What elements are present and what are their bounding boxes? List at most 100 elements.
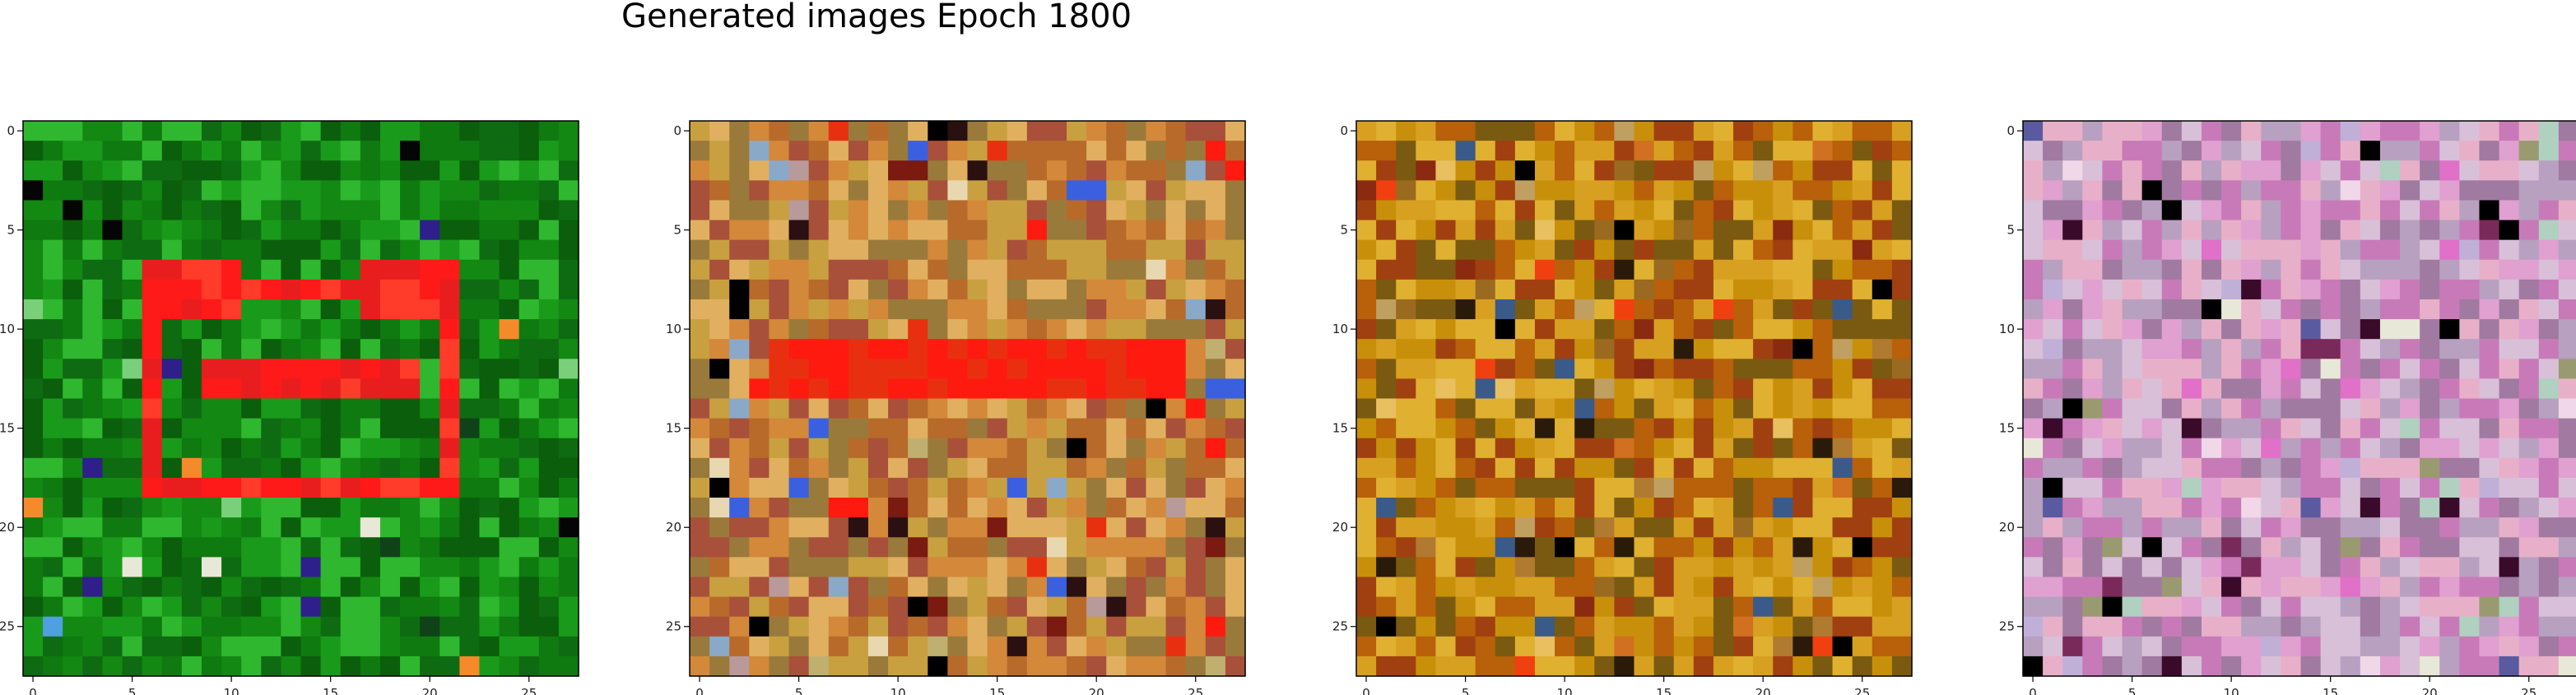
pixel-cell	[2400, 418, 2420, 439]
pixel-cell	[558, 438, 579, 459]
pixel-cell	[709, 339, 730, 359]
pixel-cell	[102, 239, 123, 261]
pixel-cell	[1086, 378, 1107, 400]
pixel-cell	[2281, 418, 2302, 439]
pixel-cell	[1435, 339, 1457, 359]
pixel-cell	[1396, 636, 1416, 657]
pixel-cell	[2439, 259, 2460, 280]
pixel-cell	[142, 596, 163, 618]
pixel-cell	[1514, 339, 1536, 359]
pixel-cell	[300, 656, 322, 677]
pixel-cell	[1376, 457, 1397, 479]
pixel-cell	[1046, 656, 1067, 677]
pixel-cell	[2181, 279, 2202, 300]
pixel-cell	[749, 220, 770, 241]
pixel-cell	[2102, 319, 2123, 340]
pixel-cell	[122, 517, 143, 538]
pixel-cell	[1495, 418, 1516, 439]
pixel-cell	[2102, 517, 2123, 538]
pixel-cell	[1891, 616, 1913, 637]
pixel-cell	[2538, 141, 2560, 161]
pixel-cell	[102, 378, 123, 400]
pixel-cell	[1673, 477, 1695, 498]
pixel-cell	[1852, 418, 1873, 439]
pixel-cell	[2181, 517, 2202, 538]
pixel-cell	[1574, 121, 1595, 141]
pixel-cell	[1832, 299, 1853, 320]
pixel-cell	[1693, 498, 1714, 518]
pixel-cell	[1693, 616, 1714, 637]
pixel-cell	[2300, 457, 2322, 479]
pixel-cell	[1713, 200, 1734, 221]
pixel-cell	[1832, 359, 1853, 379]
pixel-cell	[420, 636, 440, 657]
pixel-cell	[1832, 259, 1853, 280]
pixel-cell	[1185, 239, 1207, 261]
pixel-cell	[1594, 398, 1615, 419]
pixel-cell	[2300, 378, 2322, 400]
pixel-cell	[400, 596, 421, 618]
pixel-cell	[2400, 319, 2420, 340]
pixel-cell	[1793, 299, 1814, 320]
pixel-cell	[2122, 239, 2143, 261]
pixel-cell	[2360, 378, 2381, 400]
pixel-cell	[23, 616, 44, 637]
pixel-cell	[1185, 557, 1207, 578]
pixel-cell	[2538, 498, 2560, 518]
pixel-cell	[1416, 200, 1437, 221]
pixel-cell	[2379, 180, 2401, 202]
axes-frame	[2022, 120, 2576, 677]
pixel-cell	[2360, 577, 2381, 598]
pixel-cell	[320, 577, 342, 598]
pixel-cell	[709, 239, 730, 261]
pixel-cell	[2261, 160, 2281, 181]
pixel-cell	[729, 438, 750, 459]
pixel-cell	[729, 537, 750, 558]
pixel-cell	[2459, 498, 2481, 518]
pixel-cell	[1693, 438, 1714, 459]
pixel-cell	[241, 636, 262, 657]
pixel-cell	[1773, 200, 1793, 221]
pixel-cell	[1455, 220, 1476, 241]
pixel-cell	[2023, 259, 2044, 280]
pixel-cell	[987, 160, 1008, 181]
pixel-cell	[2439, 141, 2460, 161]
pixel-cell	[2300, 121, 2322, 141]
pixel-cell	[690, 220, 710, 241]
pixel-cell	[867, 438, 889, 459]
pixel-cell	[400, 121, 421, 141]
pixel-cell	[967, 359, 988, 379]
pixel-cell	[2201, 557, 2222, 578]
pixel-cell	[2281, 616, 2302, 637]
pixel-cell	[518, 220, 540, 241]
pixel-cell	[82, 299, 104, 320]
pixel-cell	[379, 200, 401, 221]
pixel-cell	[1693, 398, 1714, 419]
pixel-cell	[518, 299, 540, 320]
pixel-cell	[1773, 299, 1793, 320]
pixel-cell	[1773, 557, 1793, 578]
pixel-cell	[2400, 239, 2420, 261]
pixel-cell	[2261, 319, 2281, 340]
pixel-cell	[340, 141, 361, 161]
pixel-cell	[1007, 279, 1028, 300]
pixel-cell	[1165, 299, 1187, 320]
pixel-cell	[420, 279, 440, 300]
pixel-cell	[161, 557, 183, 578]
pixel-cell	[729, 457, 750, 479]
pixel-cell	[848, 239, 869, 261]
pixel-cell	[2479, 577, 2500, 598]
pixel-cell	[181, 239, 202, 261]
pixel-cell	[2261, 141, 2281, 161]
pixel-cell	[479, 180, 500, 202]
pixel-cell	[848, 299, 869, 320]
pixel-cell	[340, 378, 361, 400]
pixel-cell	[908, 121, 928, 141]
pixel-cell	[518, 398, 540, 419]
pixel-cell	[2261, 616, 2281, 637]
pixel-cell	[1475, 596, 1496, 618]
pixel-cell	[82, 339, 104, 359]
pixel-cell	[1225, 636, 1246, 657]
pixel-cell	[1126, 299, 1147, 320]
pixel-cell	[43, 418, 63, 439]
